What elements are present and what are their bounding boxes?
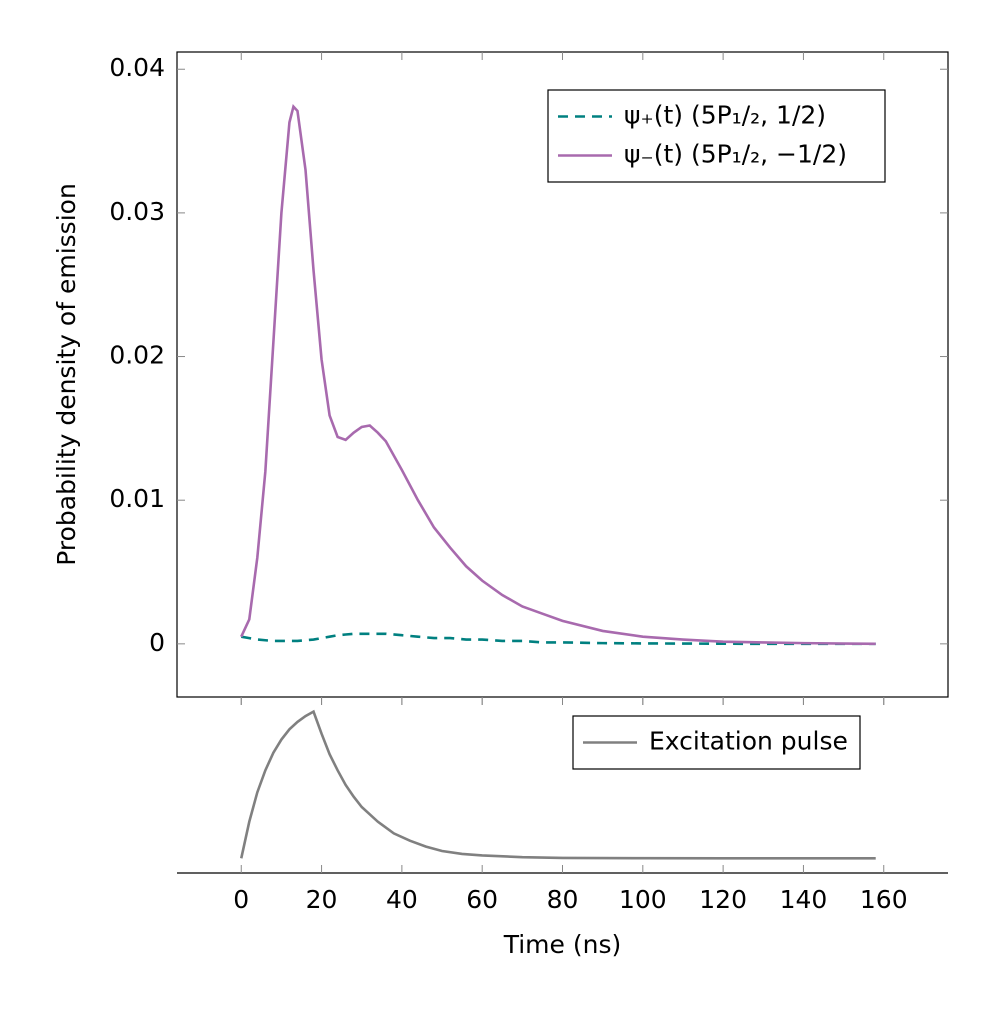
- series-line: [240, 103, 876, 646]
- x-tick-label: 40: [386, 885, 418, 914]
- x-tick-label: 140: [780, 885, 828, 914]
- y-tick-label: 0.02: [109, 341, 165, 370]
- x-tick-label: 100: [619, 885, 667, 914]
- x-tick-label: 120: [699, 885, 747, 914]
- x-tick-label: 20: [306, 885, 338, 914]
- y-axis-label: Probability density of emission: [52, 183, 81, 566]
- x-axis-label: Time (ns): [503, 930, 622, 959]
- y-tick-label: 0: [149, 628, 165, 657]
- y-tick-label: 0.01: [109, 484, 165, 513]
- legend-label: Excitation pulse: [649, 727, 848, 756]
- y-tick-label: 0.03: [109, 197, 165, 226]
- series-line: [241, 632, 876, 646]
- legend-label: ψ₋(t) (5P₁/₂, −1/2): [624, 140, 847, 169]
- x-tick-label: 80: [547, 885, 579, 914]
- y-tick-label: 0.04: [109, 53, 165, 82]
- series-line: [239, 709, 876, 860]
- x-tick-label: 160: [860, 885, 908, 914]
- legend-box: [547, 89, 886, 183]
- x-tick-label: 60: [466, 885, 498, 914]
- x-tick-label: 0: [233, 885, 249, 914]
- legend-label: ψ₊(t) (5P₁/₂, 1/2): [624, 101, 826, 130]
